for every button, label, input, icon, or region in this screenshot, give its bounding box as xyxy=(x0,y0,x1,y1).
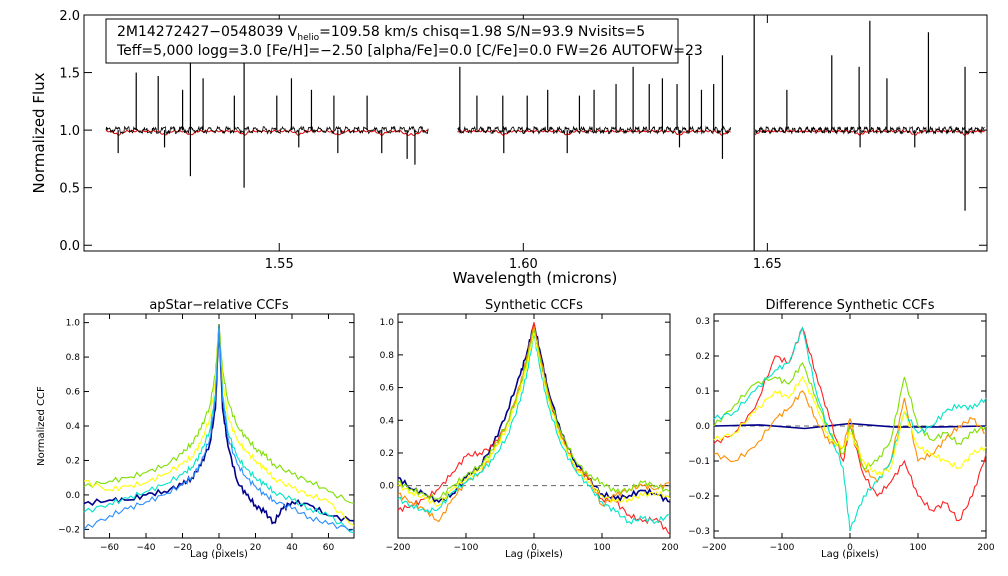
spectrum-observed-line xyxy=(105,15,985,251)
synthetic-ccf-ytick-label-1: 0.2 xyxy=(380,449,394,459)
apstar-ccf-series-visit-2 xyxy=(83,324,355,505)
difference-ccf-ytick-label-2: −0.1 xyxy=(688,457,710,467)
synthetic-ccf-x-label: Lag (pixels) xyxy=(505,549,563,560)
spectrum-ytick-label-4: 2.0 xyxy=(59,9,80,24)
observed-chip-0 xyxy=(105,125,429,135)
apstar-ccf-xtick-label-6: 60 xyxy=(323,543,335,553)
spectrum-ytick-label-1: 0.5 xyxy=(59,182,80,197)
spectrum-ytick-label-2: 1.0 xyxy=(59,124,80,139)
difference-ccf-lines xyxy=(713,326,987,532)
apstar-ccf-x-label: Lag (pixels) xyxy=(190,549,248,560)
model-chip-1 xyxy=(457,129,731,136)
spectrum-xtick-label-2: 1.65 xyxy=(753,257,782,272)
spectrum-xtick-label-1: 1.60 xyxy=(509,257,538,272)
spectrum-ticks: 1.55 1.60 1.65 0.0 0.5 1.0 1.5 2.0 xyxy=(59,9,987,272)
observed-chip-2 xyxy=(755,125,985,135)
synthetic-ccf-ytick-label-0: 0.0 xyxy=(380,482,395,492)
difference-ccf-series-visit-6 xyxy=(713,375,987,477)
apstar-ccf-ytick-label-1: 0.0 xyxy=(66,491,81,501)
info-line-1: 2M14272427−0548039 Vhelio=109.58 km/s ch… xyxy=(117,24,645,43)
apstar-ccf-xtick-label-1: −40 xyxy=(137,543,156,553)
difference-ccf-xtick-label-1: −100 xyxy=(770,543,795,553)
apstar-ccf-series-visit-3 xyxy=(83,327,355,527)
apstar-ccf-y-label: Normalized CCF xyxy=(36,386,47,466)
difference-ccf-xtick-label-4: 200 xyxy=(977,543,994,553)
difference-ccf-xtick-label-3: 100 xyxy=(909,543,926,553)
info-line-2: Teff=5,000 logg=3.0 [Fe/H]=−2.50 [alpha/… xyxy=(116,43,703,59)
apstar-ccf-xtick-label-0: −60 xyxy=(100,543,119,553)
synthetic-ccf-panel: −200 −100 0 100 200 0.0 0.2 0.4 0.6 0.8 1.0 Synthe… xyxy=(380,298,679,560)
apstar-ccf-ytick-label-2: 0.2 xyxy=(66,456,80,466)
synthetic-ccf-xtick-label-3: 100 xyxy=(593,543,610,553)
difference-ccf-series-visit-5 xyxy=(713,326,987,532)
synthetic-ccf-xtick-label-0: −200 xyxy=(386,543,411,553)
synthetic-ccf-series-visit-2 xyxy=(397,322,671,536)
difference-ccf-title: Difference Synthetic CCFs xyxy=(765,298,934,313)
synthetic-ccf-series-visit-3 xyxy=(397,325,671,523)
difference-ccf-ticks: −200 −100 0 100 200 −0.3 −0.2 −0.1 0.0 0.1 0.2 0.3 xyxy=(688,314,995,553)
synthetic-ccf-xtick-label-2: 0 xyxy=(531,543,537,553)
apstar-ccf-lines xyxy=(83,324,355,534)
difference-ccf-ytick-label-4: 0.1 xyxy=(696,387,710,397)
apstar-ccf-xtick-label-3: 0 xyxy=(216,543,222,553)
apstar-ccf-panel: −60 −40 −20 0 20 40 60 −0.2 0.0 0.2 0.4 0.6 0.8 1.0 a… xyxy=(36,298,355,560)
apstar-ccf-series-visit-5 xyxy=(83,326,355,532)
difference-ccf-ytick-label-3: 0.0 xyxy=(696,422,711,432)
spectrum-ytick-label-0: 0.0 xyxy=(59,239,80,254)
difference-ccf-series-visit-1 xyxy=(713,422,987,430)
difference-ccf-ytick-label-1: −0.2 xyxy=(688,492,710,502)
difference-ccf-xtick-label-0: −200 xyxy=(702,543,727,553)
spectrum-panel: 1.55 1.60 1.65 0.0 0.5 1.0 1.5 2.0 2M14272427−0… xyxy=(30,9,988,287)
apstar-ccf-ticks: −60 −40 −20 0 20 40 60 −0.2 0.0 0.2 0.4 0.6 0.8 1.0 xyxy=(58,314,354,553)
apstar-ccf-frame xyxy=(83,313,355,539)
synthetic-ccf-ytick-label-5: 1.0 xyxy=(380,318,395,328)
synthetic-ccf-title: Synthetic CCFs xyxy=(485,298,583,313)
difference-ccf-series-visit-2 xyxy=(713,326,987,522)
info-box xyxy=(105,18,679,64)
spectrum-ytick-label-3: 1.5 xyxy=(59,67,80,82)
synthetic-ccf-xtick-label-4: 200 xyxy=(661,543,678,553)
synthetic-ccf-ytick-label-4: 0.8 xyxy=(380,351,395,361)
difference-ccf-x-label: Lag (pixels) xyxy=(821,549,879,560)
synthetic-ccf-series-visit-5 xyxy=(397,333,671,525)
difference-ccf-ytick-label-5: 0.2 xyxy=(696,352,710,362)
synthetic-ccf-frame xyxy=(397,313,671,539)
synthetic-ccf-xtick-label-1: −100 xyxy=(454,543,479,553)
difference-ccf-series-visit-3 xyxy=(713,390,987,484)
synthetic-ccf-series-visit-1 xyxy=(397,323,671,504)
difference-ccf-xtick-label-2: 0 xyxy=(847,543,853,553)
difference-ccf-series-visit-4 xyxy=(713,362,987,470)
apstar-ccf-series-visit-4 xyxy=(83,327,355,534)
apstar-ccf-series-visit-1 xyxy=(83,324,355,525)
apstar-ccf-title: apStar−relative CCFs xyxy=(149,298,289,313)
apstar-ccf-xtick-label-5: 40 xyxy=(286,543,298,553)
synthetic-ccf-series-visit-6 xyxy=(397,332,671,507)
spectrum-x-label: Wavelength (microns) xyxy=(453,269,618,287)
synthetic-ccf-ytick-label-3: 0.6 xyxy=(380,384,395,394)
difference-ccf-panel: −200 −100 0 100 200−0.3−0.2−0.10.00.10.20.3 … xyxy=(688,298,995,560)
spectrum-y-label: Normalized Flux xyxy=(30,72,48,193)
apstar-ccf-ytick-label-4: 0.6 xyxy=(66,388,81,398)
synthetic-ccf-ytick-label-2: 0.4 xyxy=(380,416,395,426)
synthetic-ccf-series-visit-4 xyxy=(397,328,671,501)
synthetic-ccf-lines xyxy=(397,322,671,536)
difference-ccf-ytick-label-0: −0.3 xyxy=(688,527,710,537)
apstar-ccf-xtick-label-4: 20 xyxy=(250,543,262,553)
apstar-ccf-ytick-label-3: 0.4 xyxy=(66,422,81,432)
spectrum-frame xyxy=(83,14,988,252)
apstar-ccf-ytick-label-6: 1.0 xyxy=(66,319,81,329)
difference-ccf-ytick-label-6: 0.3 xyxy=(696,317,710,327)
apstar-ccf-ytick-label-5: 0.8 xyxy=(66,353,81,363)
spectrum-xtick-label-0: 1.55 xyxy=(265,257,294,272)
apstar-ccf-ytick-label-0: −0.2 xyxy=(58,525,80,535)
apstar-ccf-xtick-label-2: −20 xyxy=(173,543,192,553)
